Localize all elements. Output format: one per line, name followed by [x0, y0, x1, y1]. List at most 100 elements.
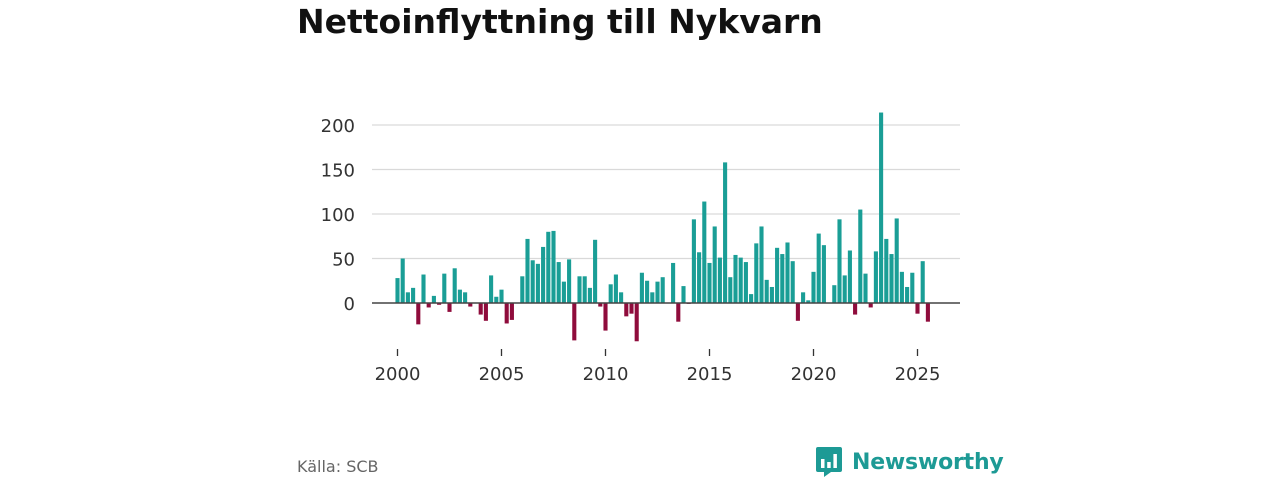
bar: [483, 303, 488, 321]
bar: [723, 162, 728, 303]
bar: [629, 303, 634, 314]
bar: [676, 303, 681, 322]
y-tick-label: 0: [344, 294, 355, 315]
bar: [754, 243, 759, 303]
bar: [847, 250, 852, 303]
bar: [582, 276, 587, 303]
bar: [795, 303, 800, 321]
bar: [639, 272, 644, 303]
bar: [728, 277, 733, 303]
bar: [858, 209, 863, 303]
bar: [821, 245, 826, 303]
x-tick-label: 2025: [895, 364, 941, 385]
bar: [603, 303, 608, 331]
bar: [691, 219, 696, 303]
bar: [645, 280, 650, 303]
bar: [894, 218, 899, 303]
x-tick-label: 2010: [583, 364, 629, 385]
chart-title: Nettoinflyttning till Nykvarn: [297, 2, 823, 41]
brand-name: Newsworthy: [852, 449, 1004, 475]
bar: [853, 303, 858, 315]
newsworthy-logo-icon: [816, 447, 842, 477]
bar: [499, 289, 504, 303]
bar: [567, 259, 572, 303]
bar: [884, 238, 889, 303]
bar: [873, 251, 878, 303]
bar: [868, 303, 873, 308]
y-tick-label: 50: [332, 250, 355, 271]
bar: [660, 277, 665, 303]
bar: [671, 262, 676, 303]
bar: [790, 261, 795, 303]
bar: [478, 303, 483, 315]
bar: [577, 276, 582, 303]
bar: [925, 303, 930, 322]
bar: [624, 303, 629, 317]
bar: [442, 273, 447, 303]
bar: [806, 300, 811, 303]
bar: [489, 275, 494, 303]
bar: [452, 268, 457, 303]
bar: [405, 292, 410, 303]
bar: [910, 272, 915, 303]
bar: [437, 303, 442, 305]
gridlines: [372, 124, 960, 260]
bar: [546, 231, 551, 303]
bar: [426, 303, 431, 308]
bar: [509, 303, 514, 320]
y-tick-label: 100: [321, 205, 355, 226]
bar: [520, 276, 525, 303]
y-tick-label: 150: [321, 161, 355, 182]
bar: [468, 303, 473, 307]
bar: [920, 261, 925, 303]
bar: [811, 271, 816, 303]
bar: [759, 226, 764, 303]
bar: [801, 292, 806, 303]
bar: [655, 281, 660, 303]
bar: [899, 271, 904, 303]
bar: [832, 285, 837, 303]
bar: [541, 246, 546, 303]
bar: [816, 233, 821, 303]
bar: [431, 295, 436, 303]
x-axis-ticks: 2000 2005 2010 2015 2020 2025: [375, 349, 941, 385]
y-axis-ticks: 0 50 100 150 200: [321, 116, 355, 315]
bar: [504, 303, 509, 324]
bar: [650, 292, 655, 303]
newsworthy-logo[interactable]: Newsworthy: [815, 446, 1004, 478]
bar: [556, 262, 561, 303]
bar: [702, 201, 707, 303]
bar: [587, 287, 592, 303]
bar: [400, 258, 405, 303]
bar: [530, 260, 535, 303]
bar: [889, 254, 894, 303]
x-tick-label: 2020: [791, 364, 837, 385]
bar: [717, 257, 722, 303]
x-tick-label: 2005: [479, 364, 525, 385]
bar: [535, 263, 540, 303]
y-tick-label: 200: [321, 116, 355, 137]
bar: [447, 303, 452, 312]
bar: [837, 219, 842, 303]
bar: [613, 274, 618, 303]
bar: [775, 247, 780, 303]
bar: [712, 226, 717, 303]
bar: [463, 292, 468, 303]
bar: [681, 286, 686, 303]
bar: [593, 239, 598, 303]
bar: [707, 262, 712, 303]
bar: [863, 273, 868, 303]
bar: [905, 286, 910, 303]
bar: [551, 230, 556, 303]
bar: [572, 303, 577, 341]
x-tick-label: 2000: [375, 364, 421, 385]
bar: [780, 254, 785, 303]
bar: [769, 286, 774, 303]
bar: [842, 275, 847, 303]
bar: [743, 262, 748, 303]
bar: [608, 284, 613, 303]
bar: [411, 287, 416, 303]
bar-chart: 0 50 100 150 200 2000 2005 2010 2015 2020 2025: [321, 112, 960, 385]
bar: [764, 279, 769, 303]
bar: [915, 303, 920, 314]
